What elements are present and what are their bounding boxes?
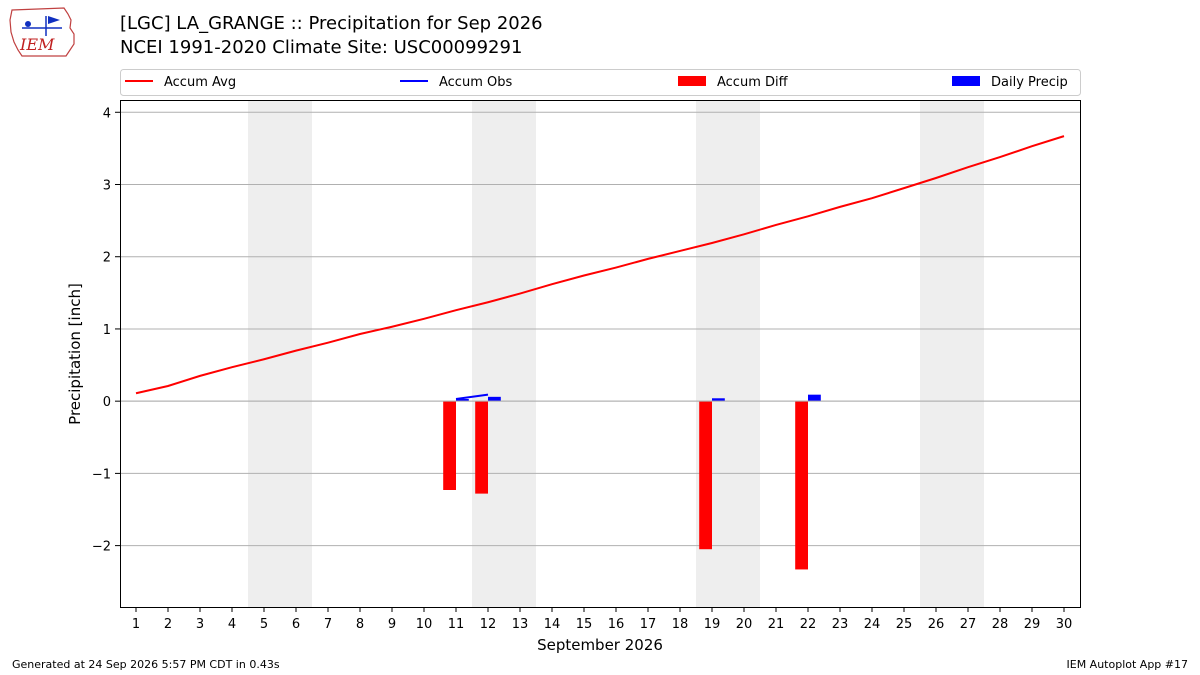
x-tick-label: 7 [324, 617, 332, 632]
logo-text: IEM [19, 35, 55, 54]
y-tick-label: 3 [103, 179, 111, 194]
app-id: IEM Autoplot App #17 [1066, 658, 1189, 671]
x-axis-label: September 2026 [537, 636, 663, 654]
y-tick-label: 4 [103, 106, 111, 121]
chart-title: [LGC] LA_GRANGE :: Precipitation for Sep… [120, 13, 543, 34]
x-tick-label: 16 [608, 617, 625, 632]
y-tick-label: 0 [103, 395, 111, 410]
x-tick-label: 22 [800, 617, 817, 632]
accum-avg-line [135, 135, 1065, 395]
daily-precip-bar-day-19 [712, 398, 725, 402]
x-tick-label: 25 [896, 617, 913, 632]
x-tick-label: 5 [260, 617, 268, 632]
x-tick-label: 23 [832, 617, 849, 632]
x-tick-label: 27 [960, 617, 977, 632]
x-tick-label: 8 [356, 617, 364, 632]
x-tick-label: 19 [704, 617, 721, 632]
x-axis-ticks: 1 2 3 4 5 6 7 8 9 10 11 12 13 14 15 16 17 18 19 20 21 22 23 24 2… [132, 607, 1072, 632]
y-tick-label: 1 [103, 323, 111, 338]
legend-label-accum-diff: Accum Diff [717, 75, 789, 90]
chart-subtitle: NCEI 1991-2020 Climate Site: USC00099291 [120, 37, 523, 58]
legend-label-accum-avg: Accum Avg [164, 75, 236, 90]
x-tick-label: 14 [544, 617, 561, 632]
x-tick-label: 11 [448, 617, 465, 632]
weekend-shading [248, 100, 984, 607]
x-tick-label: 30 [1056, 617, 1073, 632]
x-tick-label: 21 [768, 617, 785, 632]
daily-precip-bar-day-22 [808, 394, 821, 402]
series-lines [120, 135, 1080, 402]
x-tick-label: 4 [228, 617, 236, 632]
x-tick-label: 1 [132, 617, 140, 632]
x-tick-label: 18 [672, 617, 689, 632]
legend-swatch-accum-diff [678, 76, 706, 86]
plot-frame [120, 100, 1081, 608]
x-tick-label: 10 [416, 617, 433, 632]
weekend-band-0 [248, 100, 312, 607]
legend-label-accum-obs: Accum Obs [439, 75, 512, 90]
y-tick-label: 2 [103, 251, 111, 266]
accum-diff-bar-day-19 [699, 401, 712, 550]
x-tick-label: 15 [576, 617, 593, 632]
x-tick-label: 17 [640, 617, 657, 632]
y-axis-ticks: −2 −1 0 1 2 3 4 [92, 106, 120, 555]
weekend-band-3 [920, 100, 984, 607]
x-tick-label: 20 [736, 617, 753, 632]
x-tick-label: 6 [292, 617, 300, 632]
y-axis-label: Precipitation [inch] [66, 283, 84, 425]
x-tick-label: 28 [992, 617, 1009, 632]
x-tick-label: 9 [388, 617, 396, 632]
x-tick-label: 2 [164, 617, 172, 632]
x-tick-label: 12 [480, 617, 497, 632]
x-tick-label: 3 [196, 617, 204, 632]
accum-diff-bar-day-12 [475, 401, 488, 494]
x-tick-label: 24 [864, 617, 881, 632]
legend: Accum Avg Accum Obs Accum Diff Daily Precip [120, 69, 1081, 96]
bars [443, 394, 821, 570]
daily-precip-bar-day-12 [488, 396, 501, 402]
y-tick-label: −2 [92, 540, 111, 555]
legend-box [120, 69, 1081, 96]
generated-timestamp: Generated at 24 Sep 2026 5:57 PM CDT in … [12, 658, 280, 671]
accum-diff-bar-day-11 [443, 401, 456, 490]
legend-label-daily-precip: Daily Precip [991, 75, 1068, 90]
x-tick-label: 29 [1024, 617, 1041, 632]
legend-swatch-daily-precip [952, 76, 980, 86]
accum-diff-bar-day-22 [795, 401, 808, 570]
accum-obs-line [455, 393, 489, 400]
iem-logo: IEM [9, 7, 75, 57]
x-tick-label: 26 [928, 617, 945, 632]
x-tick-label: 13 [512, 617, 529, 632]
y-tick-label: −1 [92, 467, 111, 482]
daily-precip-bar-day-11 [456, 399, 469, 402]
weekend-band-1 [472, 100, 536, 607]
